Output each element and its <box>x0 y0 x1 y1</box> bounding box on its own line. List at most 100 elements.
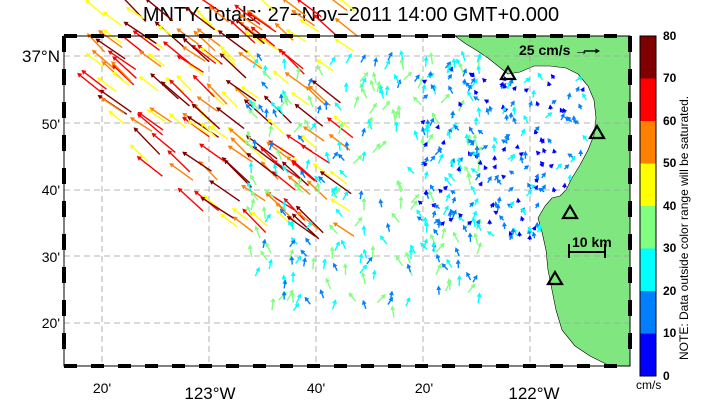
current-vector <box>286 216 316 237</box>
current-vector <box>291 9 316 27</box>
current-vector <box>353 95 360 108</box>
current-vector <box>575 86 580 93</box>
current-vector <box>220 213 238 228</box>
current-vector <box>330 198 351 212</box>
current-vector <box>102 11 122 27</box>
current-vector <box>290 271 296 283</box>
current-vector <box>561 182 567 189</box>
current-vector <box>384 59 391 70</box>
current-vector <box>482 77 487 83</box>
current-vector <box>329 246 335 259</box>
current-vector <box>398 195 404 209</box>
current-vector <box>278 93 284 103</box>
colorbar-segment <box>640 333 656 376</box>
current-vector <box>464 82 472 88</box>
current-vector <box>531 89 536 98</box>
current-vector <box>399 57 405 70</box>
current-vector <box>446 258 453 268</box>
current-vector <box>431 210 437 218</box>
current-vector <box>263 108 269 118</box>
current-vector <box>295 67 301 80</box>
colorbar-unit: cm/s <box>636 378 662 392</box>
current-vector <box>334 102 342 111</box>
current-vector <box>343 82 349 93</box>
current-vector <box>456 166 462 172</box>
current-vector <box>200 17 218 32</box>
current-vector <box>182 116 210 138</box>
current-vector <box>501 106 507 115</box>
current-vector <box>519 155 525 164</box>
current-vector <box>451 57 457 68</box>
current-vector <box>295 205 324 234</box>
current-vector <box>511 86 517 92</box>
current-vector <box>250 198 256 211</box>
stations <box>499 64 606 286</box>
station-triangle-icon <box>561 203 579 220</box>
current-vector <box>423 238 429 249</box>
current-vector <box>541 184 546 192</box>
current-vector <box>476 241 483 255</box>
current-vector <box>219 53 247 79</box>
current-vector <box>352 154 363 165</box>
current-vector <box>371 269 377 280</box>
lon-label-20-right: 20' <box>414 380 434 396</box>
current-vector <box>281 161 309 187</box>
current-vector <box>268 140 274 151</box>
current-vector <box>293 183 304 193</box>
current-vector <box>531 231 537 239</box>
current-vector <box>193 30 216 52</box>
current-vector <box>373 57 379 67</box>
current-vector <box>250 174 257 186</box>
current-vector <box>447 73 453 80</box>
current-vector <box>300 249 308 257</box>
current-vector <box>340 239 347 250</box>
current-vector <box>462 68 468 77</box>
current-vector <box>520 215 525 222</box>
current-vector <box>290 92 310 106</box>
current-vector <box>336 140 342 151</box>
current-vector <box>548 104 554 110</box>
current-vector <box>450 190 456 195</box>
current-vector <box>342 190 349 201</box>
current-vector <box>440 139 446 145</box>
current-vector <box>335 208 343 218</box>
current-vector <box>281 50 305 75</box>
current-vector <box>446 130 452 139</box>
current-vector <box>523 88 530 93</box>
current-vector <box>387 296 394 305</box>
current-vector <box>428 190 435 203</box>
current-vector <box>284 72 308 90</box>
current-vector <box>360 54 366 63</box>
current-vector <box>369 79 376 92</box>
current-vector <box>408 248 414 259</box>
current-vector <box>342 263 348 275</box>
current-vector <box>283 0 307 17</box>
current-vector <box>282 279 288 289</box>
current-vector <box>133 127 161 155</box>
current-vector <box>486 231 495 237</box>
current-vector <box>501 174 507 180</box>
current-vector <box>292 302 300 311</box>
current-vector <box>329 56 336 66</box>
current-vector <box>376 294 386 304</box>
current-vector <box>209 180 241 202</box>
current-vector <box>260 0 275 12</box>
current-vector <box>412 96 422 106</box>
current-vector <box>270 101 278 110</box>
current-vector <box>470 72 475 78</box>
current-vector <box>311 257 317 270</box>
current-vector <box>502 83 508 89</box>
distance-scale-bar <box>568 244 606 258</box>
current-vector <box>429 184 435 192</box>
current-vector <box>474 89 479 95</box>
current-vector <box>473 232 479 245</box>
current-vector <box>272 163 278 175</box>
current-vector <box>567 174 573 183</box>
current-vector <box>337 153 345 162</box>
current-vector <box>256 52 263 62</box>
current-vector <box>455 259 461 269</box>
current-vector <box>112 56 137 79</box>
current-vector <box>344 141 350 151</box>
current-vector <box>566 92 572 100</box>
current-vector <box>187 120 209 136</box>
